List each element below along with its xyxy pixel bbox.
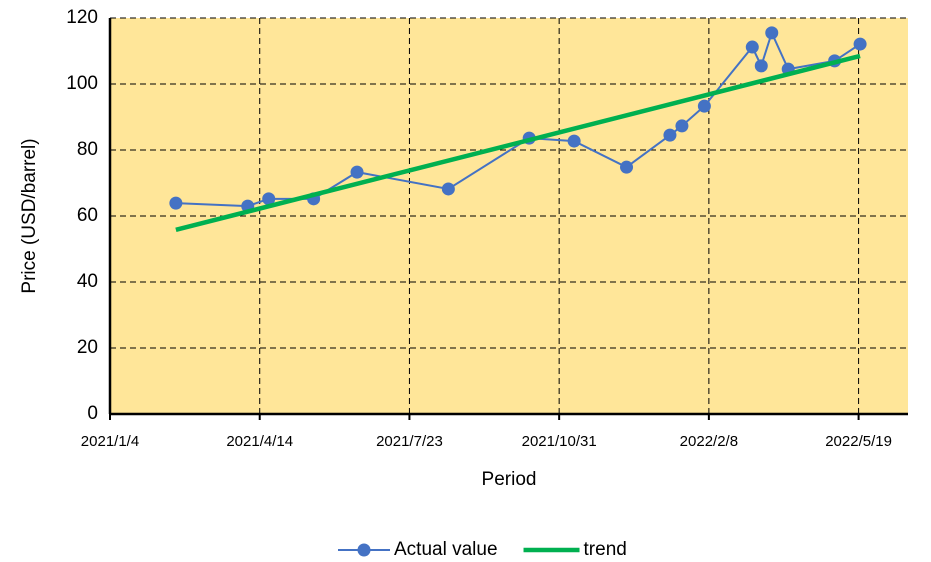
data-point — [169, 196, 183, 210]
data-point — [765, 26, 779, 40]
y-axis-label: Price (USD/barrel) — [19, 138, 40, 293]
legend-marker — [357, 543, 371, 557]
y-tick-label: 80 — [77, 139, 98, 160]
x-tick-label: 2021/10/31 — [522, 433, 597, 450]
series-line — [175, 53, 861, 233]
data-point — [754, 59, 768, 73]
data-point — [350, 165, 364, 179]
data-point — [853, 37, 867, 51]
y-tick-label: 100 — [66, 73, 98, 94]
y-tick-label: 60 — [77, 205, 98, 226]
x-tick-label: 2022/5/19 — [825, 433, 892, 450]
data-point — [663, 128, 677, 142]
data-point — [567, 134, 581, 148]
x-axis-label: Period — [482, 469, 537, 490]
data-point — [697, 99, 711, 113]
legend-label: trend — [584, 539, 627, 560]
data-point — [262, 192, 276, 206]
x-tick-label: 2021/7/23 — [376, 433, 443, 450]
x-tick-label: 2021/1/4 — [81, 433, 139, 450]
x-tick-label: 2021/4/14 — [226, 433, 293, 450]
x-tick-label: 2022/2/8 — [680, 433, 738, 450]
y-tick-label: 120 — [66, 7, 98, 28]
y-tick-label: 0 — [87, 403, 98, 424]
legend-label: Actual value — [394, 539, 498, 560]
data-point — [745, 40, 759, 54]
data-point — [620, 160, 634, 174]
y-tick-label: 20 — [77, 337, 98, 358]
y-tick-label: 40 — [77, 271, 98, 292]
data-point — [675, 119, 689, 133]
data-point — [441, 182, 455, 196]
